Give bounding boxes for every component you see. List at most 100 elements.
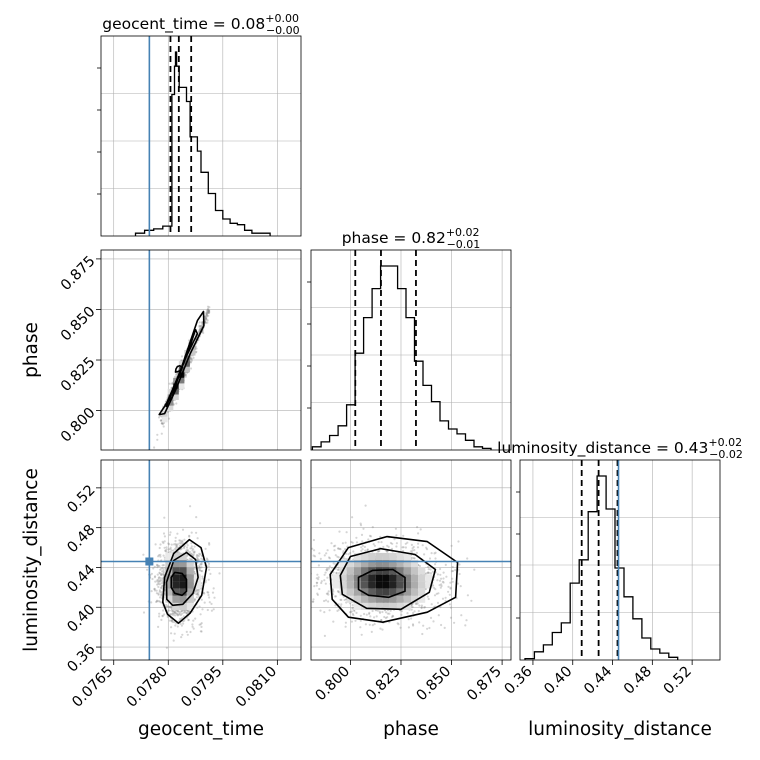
density-cell (353, 602, 361, 610)
sample-point (470, 599, 473, 602)
sample-point (416, 602, 419, 605)
sample-point (441, 580, 444, 583)
sample-point (186, 548, 189, 552)
sample-point (427, 565, 430, 569)
sample-point (430, 552, 433, 555)
density-cell (411, 581, 419, 589)
sample-point (181, 539, 184, 542)
sample-point (196, 606, 199, 609)
sample-point (433, 594, 437, 597)
sample-point (190, 531, 193, 534)
sample-point (387, 545, 390, 549)
sample-point (176, 532, 179, 535)
title-luminosity_distance: luminosity_distance = 0.43+0.02 −0.02 (497, 436, 743, 461)
sample-point (439, 573, 442, 576)
sample-point (337, 566, 340, 569)
sample-point (162, 564, 165, 567)
density-cell (179, 574, 187, 582)
sample-point (170, 605, 173, 608)
density-cell (346, 567, 354, 575)
density-cell (396, 581, 404, 589)
sample-point (160, 593, 163, 596)
sample-point (304, 562, 306, 564)
sample-point (156, 583, 159, 586)
density-cell (375, 574, 383, 582)
density-cell (382, 595, 390, 603)
sample-point (473, 568, 476, 571)
sample-point (198, 623, 201, 626)
sample-point (162, 568, 165, 571)
sample-point (343, 557, 346, 560)
sample-point (395, 534, 398, 537)
x-axis-label-geocent_time: geocent_time (138, 719, 264, 740)
sample-point (384, 616, 387, 620)
density-cell (172, 588, 180, 596)
sample-point (176, 543, 179, 546)
sample-point (434, 588, 437, 591)
sample-point (197, 590, 200, 593)
sample-point (395, 545, 398, 548)
sample-point (382, 545, 385, 549)
sample-point (206, 308, 209, 311)
sample-point (160, 567, 163, 570)
sample-point (190, 359, 193, 362)
density-cell (403, 588, 411, 596)
sample-point (410, 617, 413, 620)
sample-point (192, 619, 195, 622)
sample-point (442, 581, 445, 584)
sample-point (198, 566, 201, 569)
sample-point (174, 542, 177, 545)
sample-point (191, 549, 194, 552)
sample-point (439, 567, 442, 571)
density-cell (403, 574, 411, 582)
density-cell (389, 588, 397, 596)
sample-point (330, 542, 333, 545)
sample-point (200, 625, 203, 629)
sample-point (415, 551, 418, 555)
sample-point (186, 610, 190, 613)
sample-point (154, 543, 157, 546)
density-cell (346, 560, 354, 568)
sample-point (201, 608, 204, 611)
sample-point (457, 540, 460, 543)
sample-point (180, 609, 183, 613)
sample-point (165, 603, 168, 607)
density-cell (361, 574, 369, 582)
sample-point (154, 580, 157, 583)
sample-point (364, 504, 367, 507)
sample-point (160, 422, 163, 425)
sample-point (440, 583, 443, 586)
sample-point (448, 603, 452, 606)
density-cell (389, 602, 397, 610)
density-cell (353, 581, 361, 589)
sample-point (204, 318, 207, 321)
sample-point (189, 547, 192, 550)
density-cell (178, 383, 185, 389)
sample-point (160, 601, 163, 604)
y-tick-label: 0.850 (58, 304, 99, 345)
density-cell (375, 588, 383, 596)
density-cell (411, 595, 419, 603)
sample-point (200, 563, 203, 566)
sample-point (180, 541, 183, 544)
sample-point (159, 586, 162, 590)
sample-point (196, 554, 199, 557)
sample-point (169, 548, 172, 551)
density-cell (411, 560, 419, 568)
sample-point (334, 604, 337, 607)
sample-point (198, 605, 201, 608)
sample-point (179, 622, 182, 626)
sample-point (339, 548, 342, 551)
sample-point (449, 587, 452, 590)
sample-point (178, 612, 181, 615)
density-cell (375, 581, 383, 589)
sample-point (186, 544, 189, 547)
sample-point (153, 576, 156, 579)
sample-point (175, 544, 178, 547)
sample-point (184, 373, 187, 376)
sample-point (323, 634, 326, 638)
sample-point (427, 571, 430, 574)
sample-point (188, 557, 191, 560)
sample-point (349, 611, 352, 614)
sample-point (162, 573, 165, 576)
